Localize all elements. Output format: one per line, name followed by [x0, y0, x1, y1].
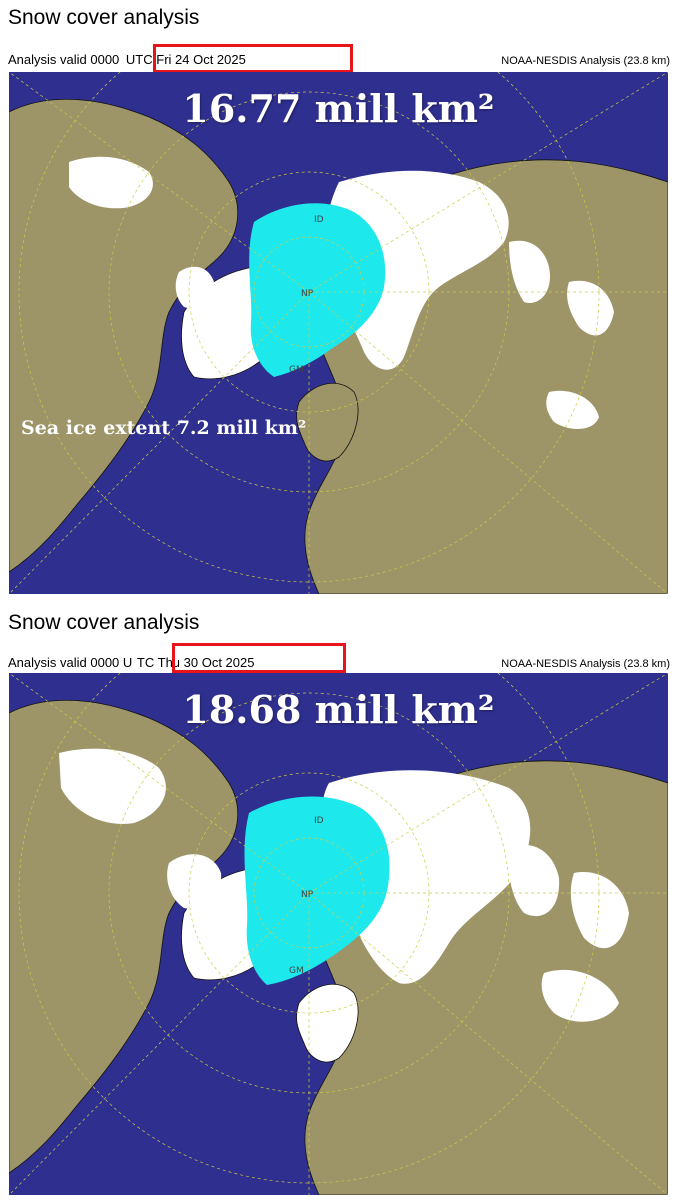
- eurasia-snow: [324, 170, 509, 370]
- graticule: [9, 673, 668, 1195]
- snow-extent-headline: 18.68 mill km²: [182, 687, 495, 732]
- map-label-id: ID: [314, 215, 324, 225]
- date-highlight-box: [153, 44, 353, 73]
- siberia-snow-patches: [508, 844, 629, 1022]
- valid-prefix: Analysis valid 0000: [8, 52, 120, 67]
- date-highlight-box: [172, 643, 346, 673]
- valid-time-row: Analysis valid 0000 U TC Thu 30 Oct 2025: [8, 655, 254, 670]
- scandinavia-land: [296, 383, 359, 462]
- snow-cover-map: ID NP GM 18.68 mill km²: [9, 673, 668, 1195]
- sea-ice: [249, 203, 386, 377]
- snow-panel-oct-30: Snow cover analysis Analysis valid 0000 …: [0, 605, 678, 1200]
- snow-panel-oct-24: Snow cover analysis Analysis valid 0000 …: [8, 6, 670, 594]
- sea-ice: [244, 796, 390, 985]
- valid-prefix: Analysis valid 0000 U: [8, 655, 133, 670]
- map-label-np: NP: [301, 289, 314, 299]
- map-label-gm: GM: [289, 365, 304, 375]
- source-label: NOAA-NESDIS Analysis (23.8 km): [501, 658, 670, 670]
- panel-title: Snow cover analysis: [8, 611, 200, 634]
- sea-ice-note: Sea ice extent 7.2 mill km²: [21, 417, 307, 439]
- valid-date: TC Thu 30 Oct 2025: [136, 655, 255, 670]
- map-svg: ID NP GM: [9, 673, 668, 1195]
- north-america-snow: [59, 748, 222, 909]
- north-america-snow: [69, 156, 214, 309]
- scandinavia-land: [296, 984, 359, 1063]
- graticule: [9, 72, 668, 594]
- snow-cover-map: ID NP GM 16.77 mill km² Sea ice extent 7…: [9, 72, 668, 594]
- map-label-gm: GM: [289, 966, 304, 976]
- panel-title: Snow cover analysis: [8, 6, 200, 29]
- siberia-snow-patches: [509, 240, 614, 429]
- snow-extent-headline: 16.77 mill km²: [182, 86, 495, 131]
- source-label: NOAA-NESDIS Analysis (23.8 km): [501, 55, 670, 67]
- map-svg: ID NP GM: [9, 72, 668, 594]
- map-label-np: NP: [301, 890, 314, 900]
- map-label-id: ID: [314, 816, 324, 826]
